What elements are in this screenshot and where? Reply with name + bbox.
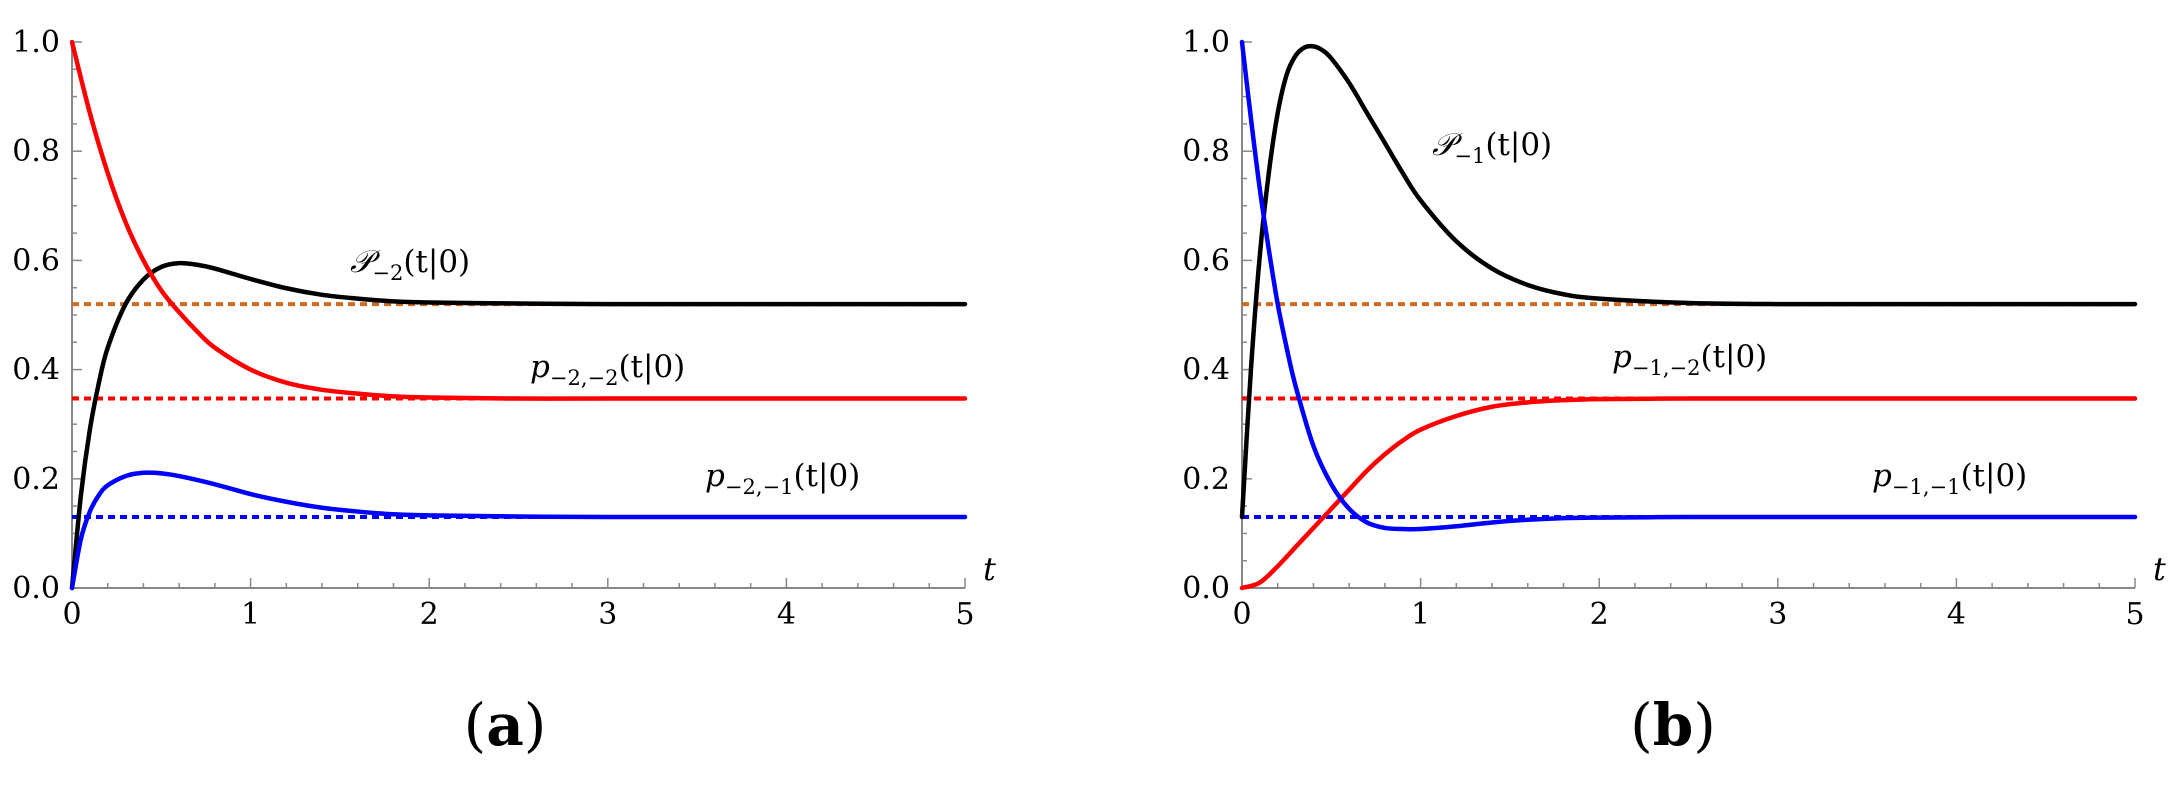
- x-tick-label: 1: [241, 597, 260, 632]
- caption-letter: b: [1653, 691, 1694, 759]
- y-tick-label: 0.0: [12, 571, 60, 606]
- x-tick-label: 2: [420, 597, 439, 632]
- series-line: [69, 470, 968, 591]
- curve-label-part: (t|0): [1960, 458, 2027, 494]
- curve-label-part: p: [530, 349, 550, 385]
- curve-label-P-1: 𝒫−1(t|0): [1432, 127, 1552, 168]
- y-tick-label: 0.6: [1182, 243, 1230, 278]
- y-tick-label: 1.0: [12, 25, 60, 60]
- x-tick-label: 2: [1590, 597, 1609, 632]
- curve-label-part: −1,−2: [1632, 356, 1701, 380]
- series-line: [1239, 396, 2138, 591]
- curve-label-part: −2,−2: [550, 366, 619, 390]
- x-tick-label: 0: [1232, 597, 1251, 632]
- y-tick-label: 0.4: [12, 353, 60, 388]
- curve-label-part: −2,−1: [725, 475, 794, 499]
- series-line: [1239, 39, 2138, 532]
- y-tick-label: 1.0: [1182, 25, 1230, 60]
- x-tick-label: 3: [598, 597, 617, 632]
- y-tick-label: 0.6: [12, 243, 60, 278]
- x-axis-label: t: [983, 550, 996, 588]
- series-line: [1239, 43, 2138, 520]
- x-tick-label: 5: [955, 597, 974, 632]
- y-tick-label: 0.2: [12, 462, 60, 497]
- curve-label-part: −2: [372, 261, 403, 285]
- y-tick-label: 0.8: [1182, 134, 1230, 169]
- y-tick-label: 0.2: [1182, 462, 1230, 497]
- caption-open-paren: (: [1630, 691, 1653, 759]
- y-tick-label: 0.4: [1182, 353, 1230, 388]
- curve-label-p-1-1: p−1,−1(t|0): [1872, 458, 2027, 499]
- curve-label-part: (t|0): [403, 244, 470, 280]
- caption-open-paren: (: [464, 691, 487, 759]
- panel-caption-a: (a): [464, 691, 547, 759]
- caption-close-paren: ): [1693, 691, 1716, 759]
- x-tick-label: 5: [2125, 597, 2144, 632]
- curve-label-p-1-2: p−1,−2(t|0): [1612, 339, 1767, 380]
- curve-label-part: p: [705, 458, 725, 494]
- series-line: [69, 260, 968, 591]
- x-tick-label: 1: [1411, 597, 1430, 632]
- caption-close-paren: ): [524, 691, 547, 759]
- curve-label-part: (t|0): [793, 458, 860, 494]
- x-tick-label: 3: [1768, 597, 1787, 632]
- curve-label-part: (t|0): [1485, 127, 1552, 163]
- curve-label-p-2-2: p−2,−2(t|0): [530, 349, 685, 390]
- curve-label-part: p: [1612, 339, 1632, 375]
- curve-label-part: −1,−1: [1892, 475, 1961, 499]
- x-tick-label: 4: [777, 597, 796, 632]
- curve-label-p-2-1: p−2,−1(t|0): [705, 458, 860, 499]
- series-line: [69, 39, 968, 401]
- chart-panel-a: 0.00.20.40.60.81.00 1 2 3 4 5t𝒫−2(t|0)p−2,−2(…: [12, 25, 996, 632]
- curve-label-P-2: 𝒫−2(t|0): [350, 244, 470, 285]
- x-tick-label: 0: [62, 597, 81, 632]
- panel-caption-b: (b): [1630, 691, 1716, 759]
- y-tick-label: 0.8: [12, 134, 60, 169]
- chart-panel-b: 0.00.20.40.60.81.00 1 2 3 4 5t𝒫−1(t|0)p−1,−2(…: [1182, 25, 2166, 632]
- caption-letter: a: [486, 691, 524, 759]
- y-tick-label: 0.0: [1182, 571, 1230, 606]
- x-tick-label: 4: [1947, 597, 1966, 632]
- curve-label-part: p: [1872, 458, 1892, 494]
- curve-label-part: (t|0): [618, 349, 685, 385]
- curve-label-part: (t|0): [1700, 339, 1767, 375]
- x-axis-label: t: [2153, 550, 2166, 588]
- curve-label-part: −1: [1454, 144, 1485, 168]
